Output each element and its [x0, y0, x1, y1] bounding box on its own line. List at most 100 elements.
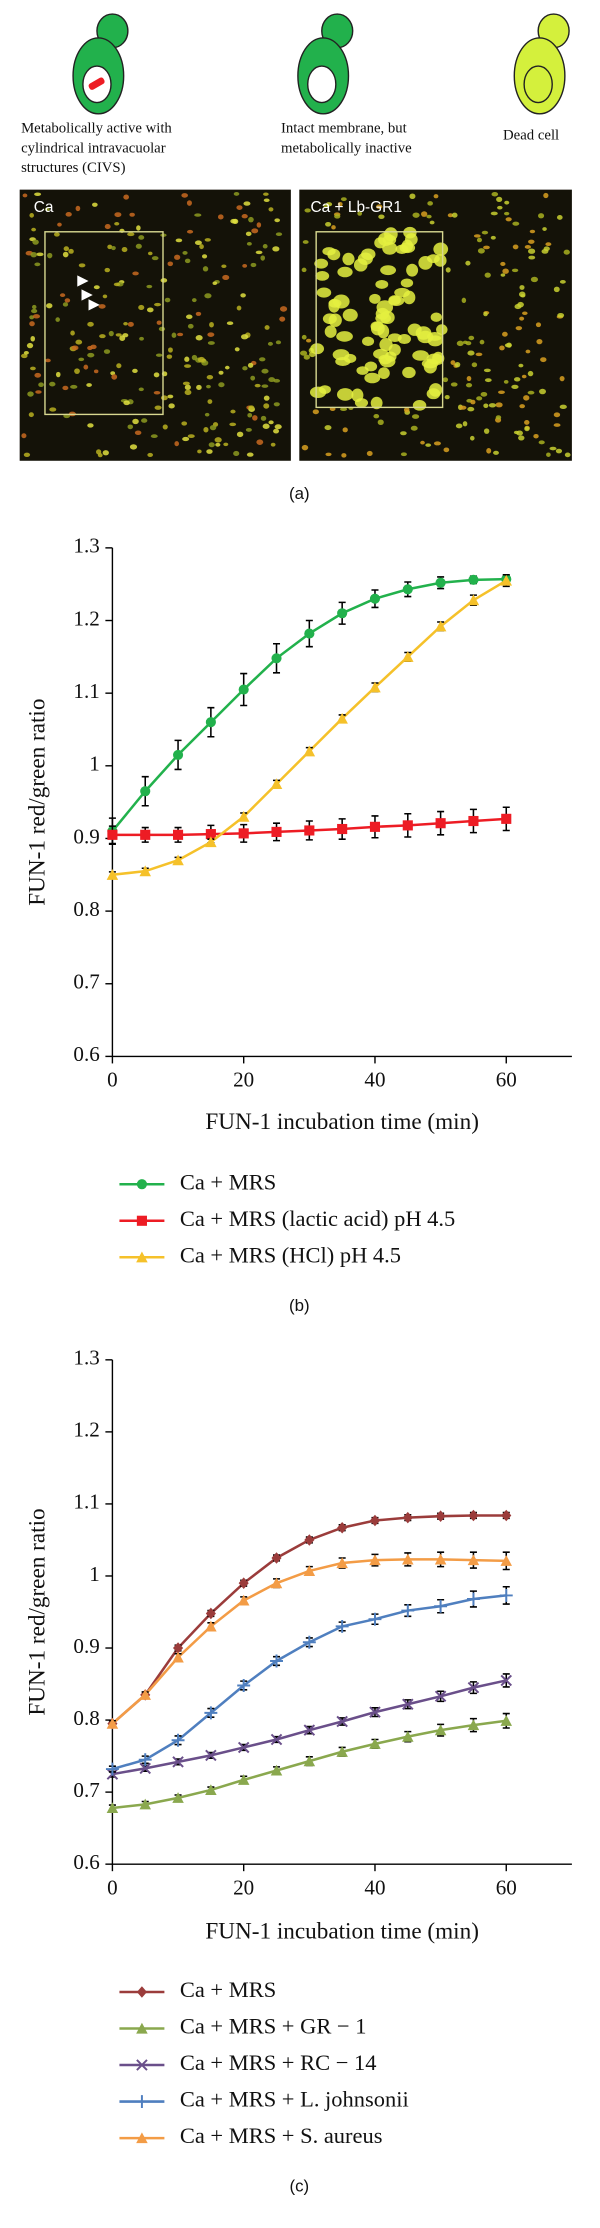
cell-dot [162, 424, 168, 430]
cell-dot [461, 297, 467, 304]
cell-dot [194, 240, 202, 246]
y-tick-label: 0.8 [73, 897, 99, 921]
marker [106, 869, 119, 880]
cell-dot [259, 357, 266, 362]
cell-dot [63, 246, 70, 252]
cell-dot [224, 365, 230, 370]
cell-dot [93, 369, 99, 374]
legend-label: Ca + MRS + L. johnsonii [180, 2087, 409, 2112]
cell-dot [542, 227, 547, 231]
cell-dot [243, 201, 251, 206]
cell-dot [62, 251, 69, 258]
marker [304, 1534, 315, 1546]
cell-dot [546, 452, 551, 457]
marker [270, 1733, 283, 1746]
marker [369, 1706, 381, 1718]
cell-dot [32, 314, 41, 319]
cell-dot [250, 375, 256, 381]
y-tick-label: 1 [89, 1562, 100, 1586]
cell-dot [151, 256, 159, 261]
cell-dot [230, 409, 236, 414]
y-tick-label: 0.6 [73, 1042, 99, 1066]
cell-dot [87, 321, 94, 327]
cell-dot [256, 439, 264, 445]
marker [434, 1724, 447, 1736]
marker [238, 828, 249, 839]
cell-dot [195, 311, 202, 316]
cell-dot [154, 302, 162, 307]
cell-dot [484, 378, 492, 383]
marker [172, 749, 184, 760]
cell-dot [138, 235, 145, 240]
cell-dot [556, 214, 563, 220]
cell-dot [279, 316, 286, 322]
cell-dot [353, 258, 368, 272]
marker [304, 825, 315, 836]
cell-dot [191, 354, 198, 361]
cell-dot [36, 252, 44, 257]
cell-dot [316, 287, 332, 298]
cell-dot [549, 446, 557, 451]
y-tick-label: 0.7 [73, 970, 99, 994]
cell-dot [378, 367, 390, 380]
series-line [111, 1514, 507, 1725]
cell-dot [462, 421, 468, 427]
marker [205, 717, 216, 728]
cell-dot [246, 452, 254, 457]
cell-dot [274, 424, 282, 430]
marker [270, 778, 283, 790]
cell-dot [303, 354, 310, 360]
cell-dot [141, 418, 148, 423]
cell-dot [167, 394, 174, 399]
cell-dot [206, 449, 213, 454]
cell-dot [375, 279, 389, 289]
cell-dot [123, 400, 130, 406]
cell-dot [324, 325, 337, 338]
cell-dot [99, 334, 106, 339]
marker [270, 1764, 283, 1776]
cell-dot [207, 341, 215, 345]
cell-dot [513, 377, 521, 382]
cell-dot [538, 213, 545, 219]
marker [303, 1565, 316, 1576]
x-tick-label: 60 [496, 1068, 517, 1092]
y-tick-label: 1.2 [73, 606, 99, 630]
cell-dot [379, 338, 393, 352]
cell-dot [528, 248, 536, 254]
cell-dot [27, 391, 34, 397]
cell-dot [475, 352, 483, 357]
marker [205, 1749, 217, 1762]
cell-dot [204, 293, 212, 299]
cell-dot [197, 449, 202, 454]
panel-label: (a) [289, 484, 310, 503]
x-axis-title: FUN-1 incubation time (min) [205, 1918, 479, 1944]
marker [402, 820, 413, 831]
cell-dot [204, 238, 211, 242]
marker [172, 1651, 184, 1663]
legend-marker [135, 2095, 149, 2109]
cell-dot [527, 370, 534, 377]
cell-dot [47, 252, 53, 259]
x-tick-label: 20 [233, 1068, 254, 1092]
cell-dot [236, 205, 243, 210]
cell-dot [404, 233, 418, 246]
cell-dot [123, 194, 130, 200]
cell-dot [454, 361, 461, 368]
cell-dot [217, 214, 224, 220]
cell-dot [559, 376, 565, 382]
cell-dot [90, 344, 97, 350]
cell-dot [495, 415, 502, 420]
cell-dot [327, 248, 341, 261]
cell-dot [341, 453, 347, 458]
cell-dot [246, 242, 252, 246]
cell-dot [342, 427, 348, 433]
marker [107, 829, 118, 840]
marker [500, 1674, 513, 1687]
cell-dot [186, 229, 194, 234]
cell-dot [426, 214, 432, 219]
cell-dot [132, 271, 139, 276]
marker [369, 1554, 381, 1566]
cell-dot [267, 341, 273, 346]
y-tick-label: 0.6 [73, 1850, 99, 1874]
marker [303, 1724, 316, 1736]
